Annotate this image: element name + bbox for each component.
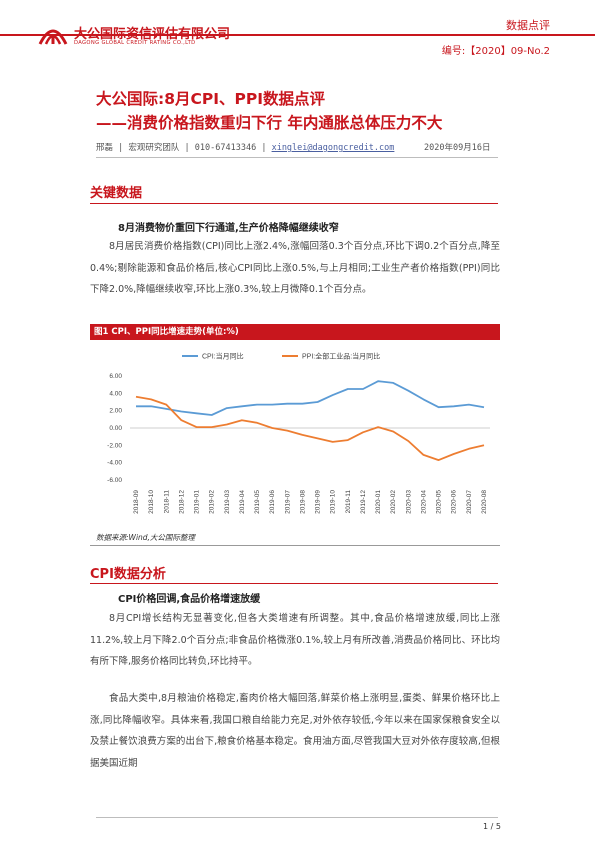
key-data-paragraph: 8月居民消费价格指数(CPI)同比上涨2.4%,涨幅回落0.3个百分点,环比下调… <box>90 241 500 295</box>
x-tick-label: 2019-01 <box>194 490 201 514</box>
x-tick-label: 2019-08 <box>299 490 306 514</box>
x-tick-label: 2020-04 <box>420 490 427 514</box>
company-logo-icon <box>38 29 68 45</box>
header-rule <box>0 34 595 36</box>
series-line-ppi <box>135 395 485 461</box>
x-tick-label: 2019-10 <box>330 490 337 514</box>
page-number: 1 / 5 <box>483 822 501 831</box>
x-tick-label: 2019-09 <box>315 490 322 514</box>
cpi-analysis-paragraph-1: 8月CPI增长结构无显著变化,但各大类增速有所调整。其中,食品价格增速放缓,同比… <box>90 613 500 667</box>
author-phone: 010-67413346 <box>194 143 257 153</box>
section-underline <box>90 583 498 584</box>
legend-label: PPI:全部工业品:当月同比 <box>302 352 380 361</box>
section-underline <box>90 203 498 204</box>
author-name: 邢磊 <box>96 143 114 153</box>
author-email-link[interactable]: xinglei@dagongcredit.com <box>271 143 395 153</box>
cpi-analysis-subhead: CPI价格回调,食品价格增速放缓 <box>118 594 261 605</box>
x-tick-label: 2018-10 <box>148 490 155 514</box>
x-tick-label: 2019-02 <box>209 490 216 514</box>
cpi-analysis-paragraph-2: 食品大类中,8月粮油价格稳定,畜肉价格大幅回落,鲜菜价格上涨明显,蛋类、鲜果价格… <box>90 693 500 769</box>
x-tick-label: 2020-01 <box>375 490 382 514</box>
x-tick-label: 2020-03 <box>405 490 412 514</box>
author-team: 宏观研究团队 <box>128 143 180 153</box>
x-tick-label: 2020-02 <box>390 490 397 514</box>
x-tick-label: 2020-08 <box>481 490 488 514</box>
report-title: 大公国际:8月CPI、PPI数据点评 <box>96 90 325 108</box>
y-tick-label: 2.00 <box>109 408 122 415</box>
y-tick-label: 4.00 <box>109 390 122 397</box>
report-category: 数据点评 <box>506 19 550 32</box>
author-line: 邢磊 | 宏观研究团队 | 010-67413346 | xinglei@dag… <box>96 143 491 153</box>
x-tick-label: 2019-05 <box>254 490 261 514</box>
footer-rule <box>96 817 498 818</box>
figure-bottom-rule <box>90 545 500 546</box>
company-name-en: DAGONG GLOBAL CREDIT RATING CO.,LTD <box>74 40 196 46</box>
report-date: 2020年09月16日 <box>424 143 491 153</box>
y-tick-label: -6.00 <box>107 477 122 484</box>
x-tick-label: 2019-12 <box>360 490 367 514</box>
x-tick-label: 2018-12 <box>178 490 185 514</box>
figure-caption: 图1 CPI、PPI同比增速走势(单位:%) <box>90 324 500 340</box>
x-tick-label: 2018-11 <box>163 490 170 514</box>
x-tick-label: 2020-07 <box>466 490 473 514</box>
x-tick-label: 2019-04 <box>239 490 246 514</box>
author-divider <box>96 157 498 158</box>
y-tick-label: -2.00 <box>107 442 122 449</box>
x-tick-label: 2019-03 <box>224 490 231 514</box>
y-tick-label: -4.00 <box>107 460 122 467</box>
x-tick-label: 2018-09 <box>133 490 140 514</box>
report-subtitle: ——消费价格指数重归下行 年内通胀总体压力不大 <box>96 114 443 132</box>
x-tick-label: 2019-06 <box>269 490 276 514</box>
key-data-subhead: 8月消费物价重回下行通道,生产价格降幅继续收窄 <box>118 223 339 234</box>
series-line-cpi <box>136 380 485 416</box>
x-tick-label: 2019-07 <box>284 490 291 514</box>
x-tick-label: 2020-05 <box>436 490 443 514</box>
x-tick-label: 2019-11 <box>345 490 352 514</box>
y-tick-label: 6.00 <box>109 373 122 380</box>
cpi-ppi-line-chart: 6.00 4.00 2.00 0.00 -2.00 -4.00 -6.00 2018-09 20… <box>107 352 490 514</box>
figure-source: 数据来源:Wind,大公国际整理 <box>96 533 195 542</box>
section-heading-key-data: 关键数据 <box>90 186 143 201</box>
y-tick-label: 0.00 <box>109 425 122 432</box>
section-heading-cpi-analysis: CPI数据分析 <box>90 567 166 582</box>
x-tick-label: 2020-06 <box>451 490 458 514</box>
document-number: 编号:【2020】09-No.2 <box>441 46 550 57</box>
legend-label: CPI:当月同比 <box>202 352 244 361</box>
